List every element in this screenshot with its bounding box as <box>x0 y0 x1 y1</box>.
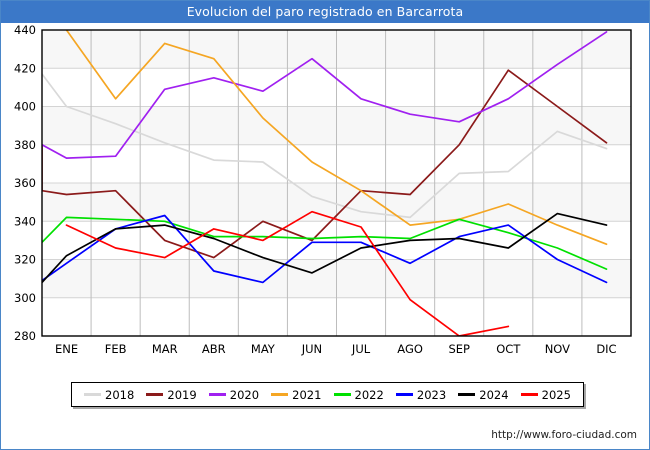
x-axis-tick-label: AGO <box>397 342 423 356</box>
series-line-2021 <box>65 30 608 246</box>
legend-swatch-icon <box>208 393 226 396</box>
series-group <box>42 30 608 336</box>
legend-item-2019[interactable]: 2019 <box>146 387 197 402</box>
legend-item-2023[interactable]: 2023 <box>395 387 447 402</box>
y-axis-tick-label: 440 <box>14 23 36 37</box>
x-axis-tick-label: JUN <box>301 342 322 356</box>
legend-label: 2024 <box>479 387 509 402</box>
legend-swatch-icon <box>395 393 413 396</box>
y-axis-tick-label: 320 <box>14 253 36 267</box>
legend-swatch-icon <box>520 393 538 396</box>
x-axis-tick-label: ENE <box>55 342 78 356</box>
series-line-2019 <box>42 69 608 259</box>
y-axis-tick-label: 340 <box>14 214 36 228</box>
y-axis-tick-label: 380 <box>14 138 36 152</box>
legend-item-2018[interactable]: 2018 <box>84 388 134 402</box>
plot-frame <box>41 29 632 337</box>
line-chart-plot: 280 300 320 340 360 380 400 420 440 ENE FEB MAR ABR M… <box>14 23 632 356</box>
x-axis-tick-label: MAY <box>251 342 276 356</box>
y-axis-tick-label: 300 <box>14 291 36 305</box>
chart-legend: 2018 2019 2020 2021 2022 2023 2024 2025 <box>71 382 584 407</box>
series-line-2022 <box>42 216 608 270</box>
series-line-2018 <box>42 73 608 219</box>
legend-label: 2020 <box>229 387 260 402</box>
series-line-2024 <box>42 212 608 284</box>
legend-swatch-icon <box>271 393 289 396</box>
x-axis-tick-label: FEB <box>105 342 127 356</box>
legend-swatch-icon <box>458 393 476 396</box>
legend-swatch-icon <box>84 393 102 396</box>
y-axis-tick-label: 420 <box>14 61 36 75</box>
y-axis-tick-label: 360 <box>14 176 36 190</box>
legend-swatch-icon <box>146 393 164 396</box>
y-axis-tick-label: 280 <box>14 329 36 343</box>
x-axis-tick-label: DIC <box>596 342 616 356</box>
x-axis-tick-label: JUL <box>351 342 371 356</box>
legend-item-2021[interactable]: 2021 <box>271 388 321 402</box>
legend-item-2025[interactable]: 2025 <box>520 387 571 402</box>
legend-item-2024[interactable]: 2024 <box>458 387 509 402</box>
series-line-2025 <box>65 210 510 336</box>
x-axis-tick-label: OCT <box>496 342 521 356</box>
legend-label: 2025 <box>541 387 571 402</box>
x-axis-tick-label: NOV <box>545 342 570 356</box>
y-axis-tick-label: 400 <box>14 100 36 114</box>
legend-swatch-icon <box>333 393 351 396</box>
x-axis-tick-label: MAR <box>152 342 178 356</box>
x-axis-tick-label: ABR <box>202 342 226 356</box>
legend-label: 2021 <box>292 387 322 402</box>
legend-label: 2023 <box>416 387 447 402</box>
legend-label: 2019 <box>167 387 197 402</box>
x-axis-tick-label: SEP <box>448 342 470 356</box>
series-line-2020 <box>42 31 608 159</box>
legend-item-2022[interactable]: 2022 <box>333 387 384 402</box>
page-title: Evolucion del paro registrado en Barcarr… <box>1 1 649 23</box>
source-url: http://www.foro-ciudad.com <box>491 429 637 441</box>
legend-item-2020[interactable]: 2020 <box>208 387 260 402</box>
legend-label: 2022 <box>354 387 384 402</box>
legend-label: 2018 <box>105 387 135 402</box>
